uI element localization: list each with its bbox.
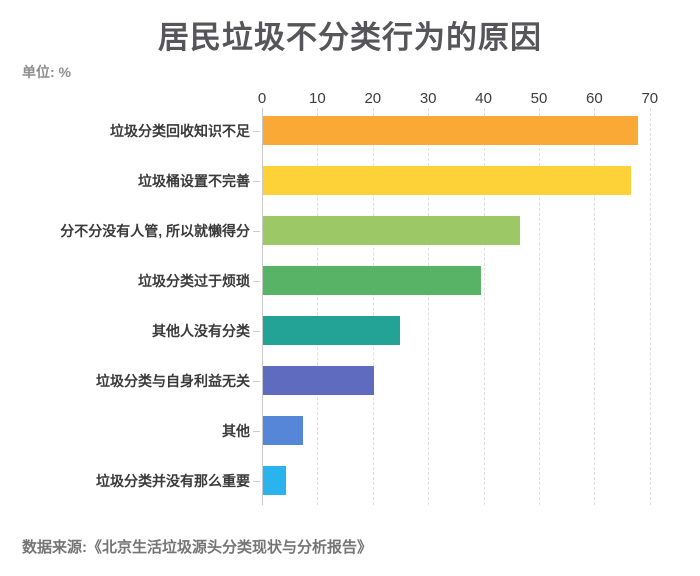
category-label: 垃圾分类与自身利益无关 — [96, 372, 250, 389]
unit-label: 单位: % — [22, 64, 71, 80]
gridline — [649, 108, 651, 505]
category-tick — [253, 130, 260, 132]
gridline — [317, 108, 319, 505]
bar — [263, 116, 639, 145]
bar — [263, 466, 286, 495]
category-label: 其他人没有分类 — [152, 322, 250, 339]
category-tick — [253, 330, 260, 332]
bar — [263, 316, 401, 345]
chart-title: 居民垃圾不分类行为的原因 — [158, 20, 542, 55]
bar — [263, 416, 303, 445]
category-tick — [253, 430, 260, 432]
x-tick-label: 0 — [257, 90, 267, 107]
category-tick — [253, 480, 260, 482]
x-tick-label: 10 — [309, 90, 326, 107]
gridline — [483, 108, 485, 505]
x-tick-label: 60 — [586, 90, 603, 107]
gridline — [539, 108, 540, 505]
bar — [263, 216, 520, 245]
category-label: 其他 — [222, 422, 250, 439]
x-tick-label: 40 — [475, 90, 492, 107]
bar — [263, 166, 631, 195]
gridline — [372, 108, 374, 505]
x-tick-label: 50 — [530, 90, 548, 107]
category-label: 分不分没有人管, 所以就懒得分 — [60, 222, 250, 239]
category-label: 垃圾分类过于烦琐 — [138, 272, 250, 289]
bar — [263, 266, 481, 295]
bar — [263, 366, 375, 395]
y-axis-line — [262, 108, 263, 505]
x-tick-label: 20 — [364, 90, 382, 107]
data-source-caption: 数据来源:《北京生活垃圾源头分类现状与分析报告》 — [22, 539, 372, 556]
gridline — [428, 108, 430, 505]
x-tick-label: 30 — [419, 90, 437, 107]
category-tick — [253, 230, 260, 232]
gridline — [594, 108, 596, 505]
category-tick — [253, 180, 260, 182]
category-label: 垃圾分类并没有那么重要 — [96, 472, 250, 489]
category-label: 垃圾桶设置不完善 — [138, 172, 250, 189]
category-tick — [253, 380, 260, 382]
category-tick — [253, 280, 260, 282]
category-label: 垃圾分类回收知识不足 — [110, 122, 250, 139]
x-tick-label: 70 — [641, 90, 659, 107]
